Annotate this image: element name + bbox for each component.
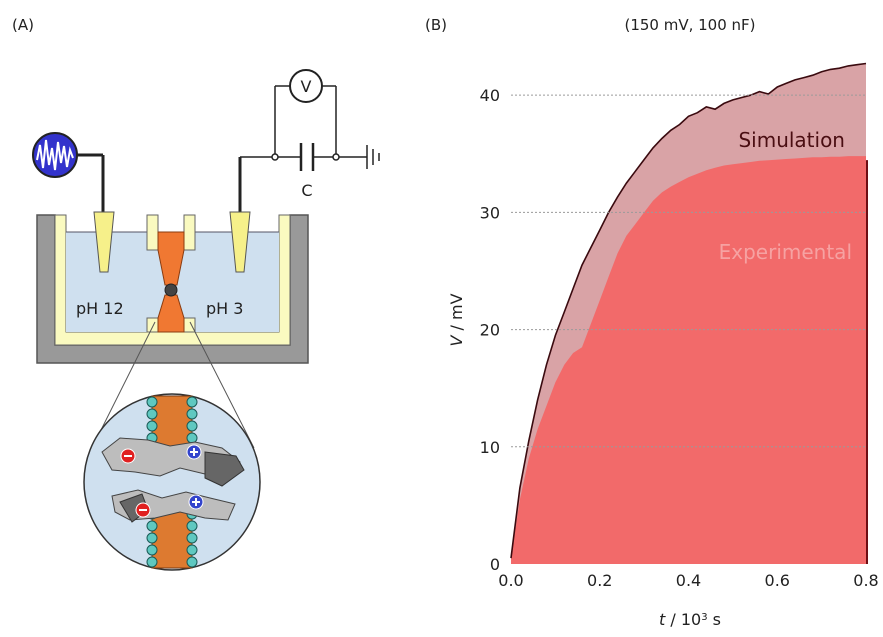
capacitor-label: C bbox=[301, 181, 312, 200]
y-tick-label: 40 bbox=[480, 86, 500, 105]
y-tick-labels: 0 10 20 30 40 bbox=[480, 86, 500, 574]
bath: pH 12 pH 3 bbox=[36, 214, 309, 364]
simulation-label: Simulation bbox=[738, 128, 845, 152]
y-tick-label: 0 bbox=[490, 555, 500, 574]
y-tick-label: 10 bbox=[480, 438, 500, 457]
simulation-line bbox=[510, 62, 867, 559]
voltmeter-label: V bbox=[301, 77, 312, 96]
x-axis-unit: s bbox=[708, 610, 721, 629]
gridlines bbox=[511, 94, 866, 448]
ground-icon bbox=[366, 145, 380, 169]
x-tick-label: 0.4 bbox=[676, 571, 701, 590]
plot-area bbox=[510, 62, 868, 564]
experimental-label: Experimental bbox=[719, 240, 852, 264]
y-tick-label: 30 bbox=[480, 203, 500, 222]
y-axis-rest: / mV bbox=[447, 293, 466, 335]
x-tick-labels: 0.0 0.2 0.4 0.6 0.8 bbox=[498, 571, 878, 590]
experimental-edge bbox=[511, 156, 866, 564]
left-ph-label: pH 12 bbox=[76, 299, 124, 318]
chart-title: (150 mV, 100 nF) bbox=[624, 16, 755, 34]
x-axis-var: t bbox=[659, 610, 666, 629]
panel-a-label: (A) bbox=[12, 16, 34, 34]
pore-protein-icon bbox=[83, 393, 261, 571]
voltmeter-circuit bbox=[238, 85, 367, 212]
voltmeter-icon: V bbox=[289, 69, 323, 103]
panel-b: (B) (150 mV, 100 nF) 0 10 20 30 40 0.0 0.2 0.4… bbox=[425, 16, 879, 629]
electrode-icon bbox=[93, 211, 251, 273]
x-axis-label: t / 103 s bbox=[659, 610, 721, 629]
x-tick-label: 0.0 bbox=[498, 571, 523, 590]
x-tick-label: 0.2 bbox=[587, 571, 612, 590]
signal-generator-icon bbox=[32, 132, 105, 212]
positive-charge-icon bbox=[186, 444, 204, 510]
panel-b-label: (B) bbox=[425, 16, 447, 34]
x-tick-label: 0.6 bbox=[765, 571, 790, 590]
y-axis-label: V / mV bbox=[447, 293, 466, 346]
panel-a: (A) V bbox=[12, 16, 380, 571]
x-axis-exp: 3 bbox=[701, 612, 707, 623]
x-tick-label: 0.8 bbox=[853, 571, 878, 590]
x-axis-rest: / 10 bbox=[665, 610, 701, 629]
y-tick-label: 20 bbox=[480, 321, 500, 340]
right-ph-label: pH 3 bbox=[206, 299, 243, 318]
y-axis-var: V bbox=[447, 335, 466, 347]
negative-charge-icon bbox=[120, 448, 151, 518]
